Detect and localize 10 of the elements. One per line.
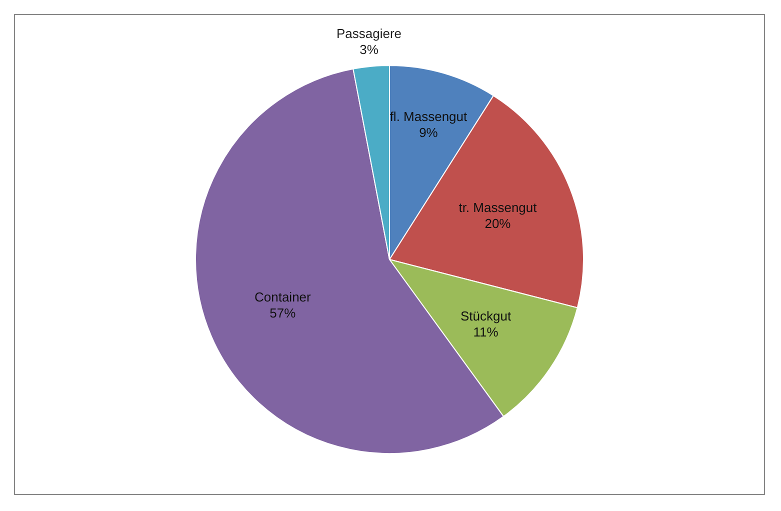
slice-label: Container	[254, 289, 312, 304]
data-label: 20%	[484, 216, 512, 232]
slice-label: Stückgut	[460, 308, 512, 324]
data-label: 57%	[270, 305, 296, 320]
slice-label: tr. Massengut	[458, 200, 538, 216]
data-label: 11%	[473, 324, 499, 340]
slice-label: fl. Massengut	[390, 108, 468, 124]
slice-label: Passagiere	[336, 26, 402, 42]
data-label: 9%	[419, 124, 438, 140]
data-label: 3%	[360, 42, 379, 58]
